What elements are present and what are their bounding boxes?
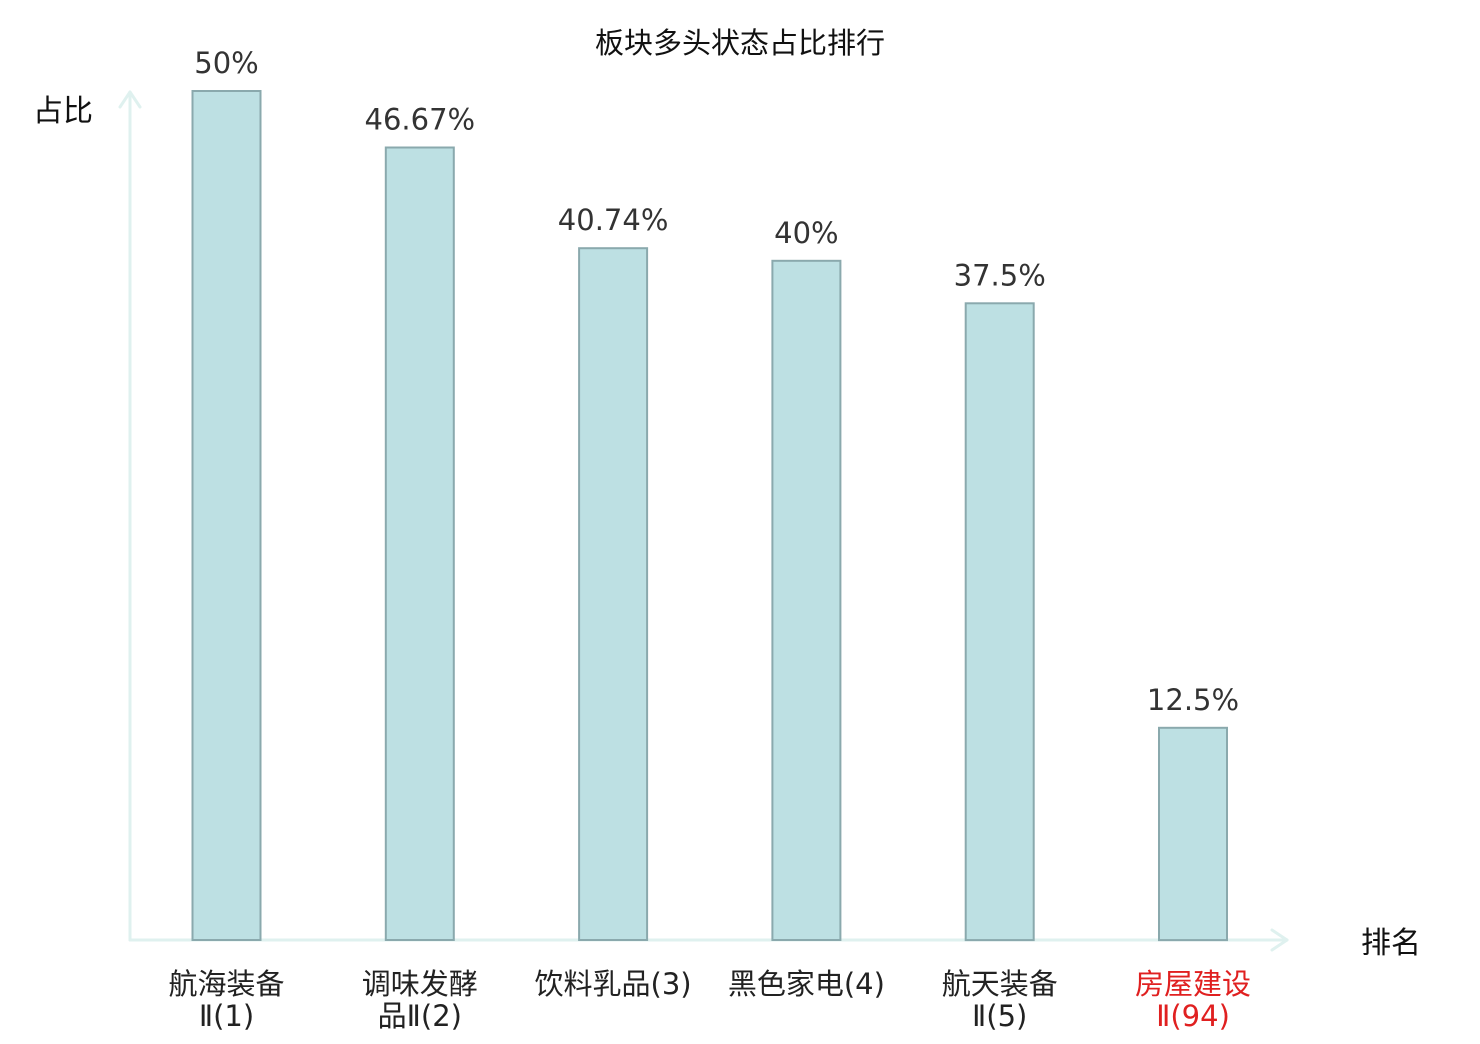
x-tick-label-line: 黑色家电(4) bbox=[728, 967, 885, 1001]
x-tick-label: 航海装备 Ⅱ(1) bbox=[168, 967, 284, 1033]
y-axis bbox=[118, 90, 142, 942]
bar bbox=[771, 259, 842, 941]
bar bbox=[384, 146, 455, 941]
bar bbox=[578, 247, 649, 941]
bar bbox=[1158, 726, 1228, 942]
x-axis bbox=[128, 928, 1289, 952]
bar bbox=[191, 90, 262, 941]
x-tick-label: 调味发酵品Ⅱ(2) bbox=[362, 967, 478, 1033]
x-tick-labels: 航海装备 Ⅱ(1) 调味发酵品Ⅱ(2) 饮料乳品(3) 黑色家电(4) 航天装备 Ⅱ(5) 房… bbox=[168, 967, 1251, 1033]
x-tick-label-line: 品Ⅱ(2) bbox=[378, 999, 462, 1033]
bar-value-label: 46.67% bbox=[365, 103, 476, 137]
chart-title: 板块多头状态占比排行 bbox=[595, 26, 885, 60]
x-tick-label: 黑色家电(4) bbox=[728, 967, 885, 1001]
x-tick-label: 饮料乳品(3) bbox=[535, 967, 692, 1001]
y-axis-label: 占比 bbox=[33, 94, 93, 129]
value-labels: 50% 46.67% 40.74% 40% 37.5% 12.5% bbox=[194, 46, 1239, 717]
bar-value-label: 50% bbox=[194, 46, 258, 80]
bar-value-label: 37.5% bbox=[954, 258, 1046, 292]
x-tick-label-line: Ⅱ(94) bbox=[1156, 999, 1230, 1033]
bar-value-label: 12.5% bbox=[1147, 683, 1239, 717]
x-tick-label-line: 航天装备 bbox=[942, 967, 1058, 1001]
bar bbox=[964, 302, 1035, 942]
x-tick-label-line: Ⅱ(5) bbox=[972, 999, 1027, 1033]
bar-value-label: 40% bbox=[774, 216, 838, 250]
x-tick-label: 房屋建设 Ⅱ(94) bbox=[1135, 967, 1251, 1033]
x-tick-label-line: 房屋建设 bbox=[1135, 967, 1251, 1001]
bar-value-label: 40.74% bbox=[558, 203, 669, 237]
x-axis-label: 排名 bbox=[1361, 926, 1421, 961]
x-tick-label-line: 饮料乳品(3) bbox=[535, 967, 692, 1001]
x-tick-label-line: 航海装备 bbox=[168, 967, 284, 1001]
x-tick-label-line: Ⅱ(1) bbox=[199, 999, 254, 1033]
bars bbox=[191, 90, 1228, 942]
x-tick-label: 航天装备 Ⅱ(5) bbox=[942, 967, 1058, 1033]
x-tick-label-line: 调味发酵 bbox=[362, 967, 478, 1001]
